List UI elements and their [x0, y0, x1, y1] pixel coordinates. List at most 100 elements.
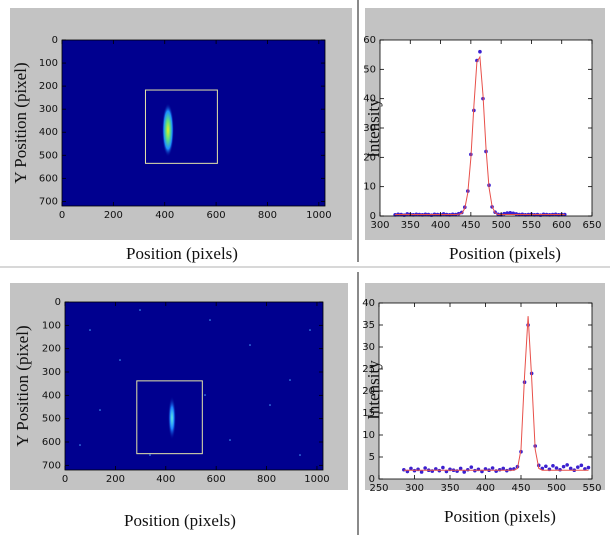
y-tick-label: 700 [39, 196, 58, 207]
data-point [419, 470, 424, 474]
y-tick-label: 300 [42, 367, 61, 378]
data-point [579, 463, 584, 468]
plot-area [379, 303, 592, 479]
y-axis-label: Y Position (pixel) [13, 325, 32, 446]
y-tick-label: 20 [363, 152, 376, 163]
chart: 300 350 400 450 500 550 600 650 0 10 20 30 40 50 60 Pos… [363, 35, 601, 263]
x-tick-label: 200 [106, 474, 125, 485]
y-tick-label: 200 [42, 344, 61, 355]
y-tick-label: 400 [39, 127, 58, 138]
y-tick-label: 25 [362, 364, 375, 375]
y-tick-label: 60 [363, 35, 376, 46]
image-features [79, 103, 311, 456]
y-tick-label: 500 [42, 414, 61, 425]
plot-area [380, 40, 592, 216]
x-tick-label: 400 [431, 220, 450, 231]
x-tick-label: 400 [156, 474, 175, 485]
fit-line [395, 55, 565, 215]
data-point [458, 466, 463, 471]
y-tick-label: 600 [42, 437, 61, 448]
chart: 0 200 400 600 800 1000 0 100 200 300 400 500 600 700 P… [13, 297, 330, 530]
x-tick-label: 200 [104, 210, 123, 221]
x-tick-label: 250 [369, 483, 388, 494]
x-tick-label: 600 [207, 474, 226, 485]
y-tick-label: 35 [362, 320, 375, 331]
plots: 0 200 400 600 800 10000100200300400500600700P… [11, 35, 602, 530]
x-tick-label: 350 [401, 220, 420, 231]
x-tick-label: 650 [582, 220, 601, 231]
axes-frame [61, 39, 326, 207]
data-point [462, 470, 467, 474]
x-tick-label: 400 [155, 210, 174, 221]
x-tick-label: 600 [207, 210, 226, 221]
data-point [568, 466, 573, 471]
data-point [505, 211, 510, 215]
x-tick-label: 300 [405, 483, 424, 494]
x-tick-label: 1000 [304, 474, 329, 485]
y-tick-label: 0 [369, 474, 375, 485]
x-tick-label: 450 [461, 220, 480, 231]
data-point [441, 465, 445, 470]
axes-frame [64, 301, 324, 471]
x-tick-label: 0 [59, 210, 65, 221]
fit-line [403, 316, 589, 471]
y-tick-label: 0 [55, 297, 61, 308]
y-tick-label: 10 [363, 182, 376, 193]
y-tick-label: 100 [42, 320, 61, 331]
x-tick-label: 550 [582, 483, 601, 494]
x-axis-label: Position (pixels) [449, 244, 561, 263]
x-tick-label: 500 [492, 220, 511, 231]
x-tick-label: 800 [257, 474, 276, 485]
x-tick-label: 600 [552, 220, 571, 231]
spot [168, 396, 176, 440]
y-axis-label: Y Position (pixel) [11, 62, 30, 183]
x-tick-label: 400 [476, 483, 495, 494]
y-tick-label: 500 [39, 150, 58, 161]
x-axis-label: Position (pixels) [126, 244, 238, 263]
data-point [586, 465, 591, 470]
data-point [544, 464, 548, 469]
y-tick-label: 5 [369, 452, 375, 463]
data-point [565, 463, 569, 467]
y-tick-label: 10 [362, 430, 375, 441]
spot [162, 103, 174, 157]
y-tick-label: 700 [42, 460, 61, 471]
y-tick-label: 50 [363, 64, 376, 75]
x-tick-label: 350 [440, 483, 459, 494]
data-point [441, 212, 446, 216]
x-axis-label: Position (pixels) [124, 511, 236, 530]
y-tick-label: 100 [39, 58, 58, 69]
y-tick-label: 40 [363, 94, 376, 105]
y-tick-label: 0 [52, 35, 58, 46]
data-point [409, 466, 413, 471]
y-tick-label: 300 [39, 104, 58, 115]
chart: 250 300 350 400 450 500 550 0 5 10 15 20 25 30 35 40 Pos… [362, 298, 601, 526]
roi-box [136, 380, 203, 455]
data-point [478, 49, 482, 54]
x-tick-label: 800 [258, 210, 277, 221]
data-point [576, 465, 580, 469]
y-axis-label: Intensity [364, 98, 383, 158]
data-point [501, 466, 506, 471]
y-tick-label: 400 [42, 390, 61, 401]
y-tick-label: 30 [363, 123, 376, 134]
image [65, 302, 323, 470]
data-point [562, 212, 567, 217]
data-point [554, 466, 559, 470]
data-point [551, 464, 555, 468]
y-tick-label: 200 [39, 81, 58, 92]
image [62, 40, 325, 206]
data-point [561, 464, 566, 469]
data-point [490, 466, 495, 470]
y-tick-label: 40 [362, 298, 375, 309]
chart: 0 200 400 600 800 1000 0 100 200 300 400 500 600 700 P… [11, 35, 332, 263]
data-point [405, 212, 410, 216]
y-axis-label: Intensity [364, 360, 383, 420]
y-tick-label: 0 [370, 211, 376, 222]
x-tick-label: 550 [522, 220, 541, 231]
x-tick-label: 0 [62, 474, 68, 485]
data-point [514, 212, 519, 216]
y-tick-label: 600 [39, 173, 58, 184]
data-point [508, 210, 513, 215]
